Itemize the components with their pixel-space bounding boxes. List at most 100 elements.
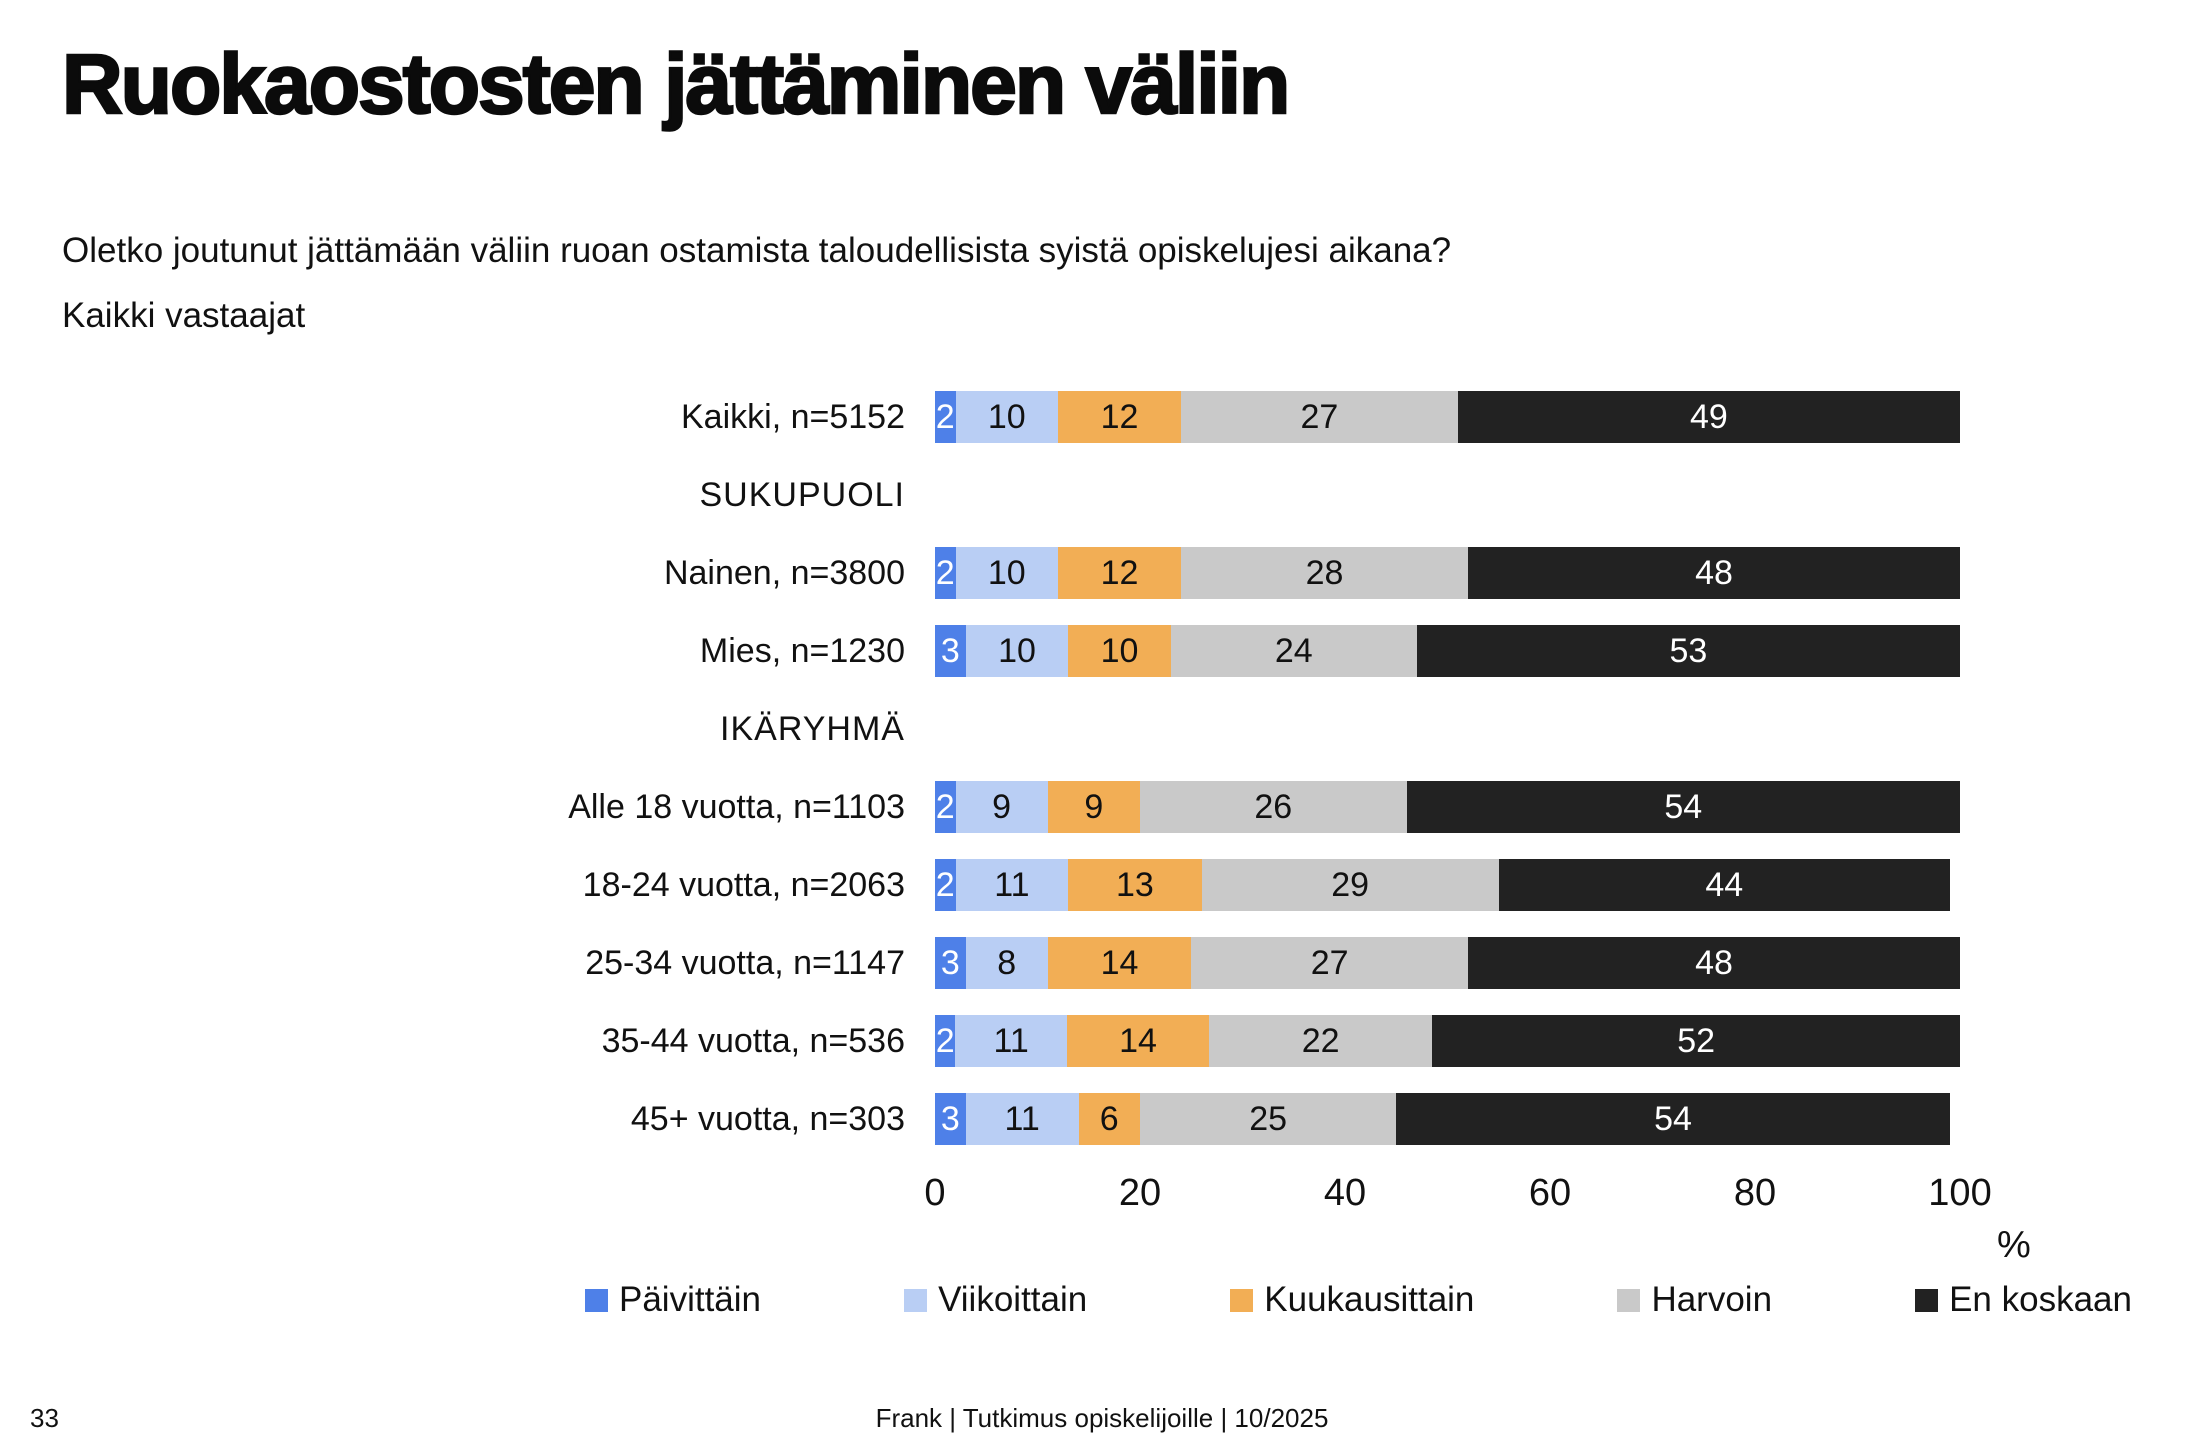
bar-segment-value: 52 <box>1677 1021 1716 1060</box>
bar-track: 2 11 14 22 52 <box>935 1015 1960 1067</box>
bar-row: Mies, n=1230 3 10 10 24 53 <box>0 612 2204 690</box>
bar-segment-value: 22 <box>1301 1021 1340 1060</box>
bar-segment: 44 <box>1498 859 1950 911</box>
bar-row: 35-44 vuotta, n=536 2 11 14 22 52 <box>0 1002 2204 1080</box>
group-header-row: SUKUPUOLI <box>0 456 2204 534</box>
subtitle: Oletko joutunut jättämään väliin ruoan o… <box>62 218 1451 348</box>
bar-segment-value: 14 <box>1100 943 1139 982</box>
bar-segment: 11 <box>955 859 1069 911</box>
legend-item: Viikoittain <box>904 1280 1087 1320</box>
bar-segment-value: 10 <box>998 631 1036 670</box>
legend-label: Harvoin <box>1651 1280 1773 1319</box>
bar-segment-value: 26 <box>1254 787 1293 826</box>
bar-segment-value: 14 <box>1119 1021 1157 1060</box>
category-label: Kaikki, n=5152 <box>681 397 905 436</box>
bar-segment: 13 <box>1068 859 1202 911</box>
bar-segment: 3 <box>935 937 966 989</box>
bar-segment: 22 <box>1209 1015 1433 1067</box>
bar-segment: 27 <box>1181 391 1458 443</box>
bar-segment-value: 2 <box>935 553 955 592</box>
x-axis: % 0 20 40 60 80 100 <box>924 1172 2030 1282</box>
bar-segment: 52 <box>1432 1015 1960 1067</box>
legend-label: Päivittäin <box>619 1280 762 1319</box>
bar-segment-value: 27 <box>1310 943 1349 982</box>
bar-segment-value: 11 <box>1004 1099 1040 1138</box>
page-title: Ruokaostosten jättäminen väliin <box>61 36 1292 131</box>
bar-segment-value: 13 <box>1115 865 1154 904</box>
bar-segment: 2 <box>935 1015 956 1067</box>
bar-track: 2 10 12 28 48 <box>935 547 1960 599</box>
bar-segment-value: 3 <box>940 943 960 982</box>
category-label: Nainen, n=3800 <box>663 553 905 592</box>
bar-segment: 28 <box>1181 547 1468 599</box>
bar-segment-value: 49 <box>1689 397 1728 436</box>
bar-segment: 27 <box>1191 937 1468 989</box>
bar-track: 2 11 13 29 44 <box>935 859 1960 911</box>
bar-segment-value: 12 <box>1100 553 1139 592</box>
bar-segment-value: 3 <box>940 1099 960 1138</box>
bar-segment-value: 10 <box>987 553 1026 592</box>
bar-segment-value: 27 <box>1300 397 1339 436</box>
bar-segment-value: 48 <box>1695 553 1733 592</box>
bar-segment-value: 28 <box>1305 553 1344 592</box>
subtitle-question: Oletko joutunut jättämään väliin ruoan o… <box>62 231 1452 270</box>
category-label: Mies, n=1230 <box>699 631 905 670</box>
bar-segment: 10 <box>955 391 1058 443</box>
x-axis-tick-label: 0 <box>924 1172 946 1214</box>
bar-segment: 24 <box>1170 625 1417 677</box>
stacked-bar-chart: Kaikki, n=5152 2 10 12 27 49 SUKUPUOLI Nainen, … <box>0 378 2204 1158</box>
bar-row: 45+ vuotta, n=303 3 11 6 25 54 <box>0 1080 2204 1158</box>
bar-track: 2 10 12 27 49 <box>935 391 1960 443</box>
category-label: 18-24 vuotta, n=2063 <box>582 865 905 904</box>
bar-segment-value: 9 <box>1084 787 1104 826</box>
bar-segment: 10 <box>955 547 1058 599</box>
bar-segment: 10 <box>965 625 1069 677</box>
bar-segment-value: 9 <box>992 787 1012 826</box>
bar-segment: 3 <box>935 625 966 677</box>
bar-segment-value: 3 <box>940 631 960 670</box>
bar-segment: 54 <box>1406 781 1960 833</box>
bar-segment: 25 <box>1140 1093 1397 1145</box>
x-axis-tick-label: 80 <box>1733 1172 1777 1214</box>
bar-track: 2 9 9 26 54 <box>935 781 1960 833</box>
bar-segment-value: 29 <box>1331 865 1370 904</box>
x-axis-tick-label: 20 <box>1118 1172 1162 1214</box>
bar-segment: 9 <box>955 781 1048 833</box>
bar-segment: 48 <box>1468 937 1960 989</box>
bar-segment: 9 <box>1047 781 1140 833</box>
group-header-label: SUKUPUOLI <box>699 475 905 514</box>
bar-segment: 2 <box>935 859 956 911</box>
bar-segment-value: 10 <box>987 397 1026 436</box>
bar-segment-value: 25 <box>1249 1099 1288 1138</box>
bar-segment: 6 <box>1078 1093 1140 1145</box>
bar-segment-value: 10 <box>1100 631 1139 670</box>
legend-swatch-icon <box>585 1288 608 1312</box>
bar-segment-value: 12 <box>1100 397 1139 436</box>
bar-segment: 54 <box>1396 1093 1950 1145</box>
legend-item: Harvoin <box>1617 1280 1772 1320</box>
legend-item: En koskaan <box>1915 1280 2132 1320</box>
x-axis-tick-label: 40 <box>1323 1172 1367 1214</box>
bar-segment: 29 <box>1201 859 1499 911</box>
legend-item: Päivittäin <box>585 1280 761 1320</box>
bar-segment: 11 <box>955 1015 1067 1067</box>
legend-label: En koskaan <box>1949 1280 2132 1319</box>
bar-segment-value: 2 <box>935 865 955 904</box>
bar-segment-value: 2 <box>935 1021 955 1060</box>
bar-segment-value: 11 <box>993 1021 1029 1060</box>
category-label: 45+ vuotta, n=303 <box>630 1099 905 1138</box>
subtitle-population: Kaikki vastaajat <box>62 296 306 335</box>
bar-row: Kaikki, n=5152 2 10 12 27 49 <box>0 378 2204 456</box>
bar-segment-value: 11 <box>994 865 1030 904</box>
bar-segment: 2 <box>935 391 956 443</box>
bar-segment-value: 2 <box>935 397 955 436</box>
bar-segment-value: 2 <box>935 787 955 826</box>
bar-segment: 8 <box>965 937 1048 989</box>
bar-segment-value: 6 <box>1099 1099 1119 1138</box>
legend-swatch-icon <box>1915 1288 1939 1312</box>
legend-swatch-icon <box>1617 1288 1641 1312</box>
bar-segment: 3 <box>935 1093 966 1145</box>
footer-source: Frank | Tutkimus opiskelijoille | 10/202… <box>875 1403 1329 1433</box>
bar-row: 18-24 vuotta, n=2063 2 11 13 29 44 <box>0 846 2204 924</box>
